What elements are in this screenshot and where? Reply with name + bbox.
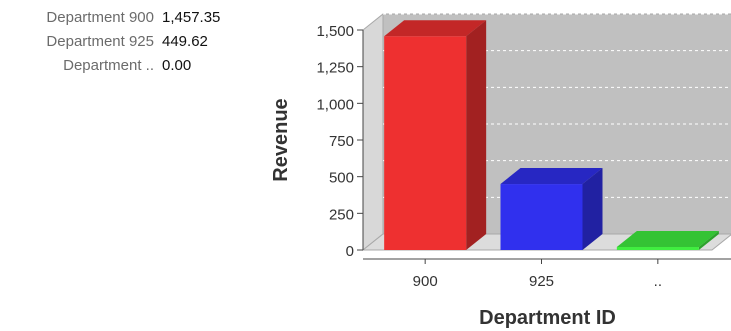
bar xyxy=(500,184,583,250)
y-tick-label: 500 xyxy=(329,170,354,187)
summary-value: 1,457.35 xyxy=(162,9,221,26)
bar-side-face xyxy=(466,20,487,250)
summary-label: Department .. xyxy=(63,57,154,74)
bar-top-face xyxy=(500,168,603,185)
bar-top-face xyxy=(384,20,487,37)
x-axis-title: Department ID xyxy=(479,307,616,329)
summary-label: Department 925 xyxy=(46,33,154,50)
plot-left-wall xyxy=(362,12,384,252)
summary-row: Department 900 1,457.35 xyxy=(0,6,250,30)
summary-value: 0.00 xyxy=(162,57,192,74)
summary-row: Department .. 0.00 xyxy=(0,54,250,78)
summary-value: 449.62 xyxy=(162,33,208,50)
x-tick-label: 900 xyxy=(413,273,438,290)
summary-row: Department 925 449.62 xyxy=(0,30,250,54)
bar-top-face xyxy=(616,231,719,247)
y-axis-title: Revenue xyxy=(270,98,292,181)
y-tick-label: 750 xyxy=(329,133,354,150)
y-tick-label: 250 xyxy=(329,206,354,223)
y-tick-label: 1,000 xyxy=(316,96,354,113)
x-tick-label: 925 xyxy=(529,273,554,290)
bar xyxy=(616,247,699,250)
revenue-summary: Department 900 1,457.35 Department 925 4… xyxy=(0,6,250,78)
y-tick-label: 1,250 xyxy=(316,60,354,77)
y-tick-label: 0 xyxy=(346,243,354,260)
summary-label: Department 900 xyxy=(46,9,154,26)
bar xyxy=(384,36,467,250)
x-tick-label: .. xyxy=(654,273,662,290)
bar-side-face xyxy=(582,168,603,250)
bar-side-face xyxy=(698,231,719,250)
y-tick-label: 1,500 xyxy=(316,23,354,40)
revenue-bar-chart: 0 250 500 750 1,000 1,250 1,500 900 925 .. Departm… xyxy=(270,12,731,329)
